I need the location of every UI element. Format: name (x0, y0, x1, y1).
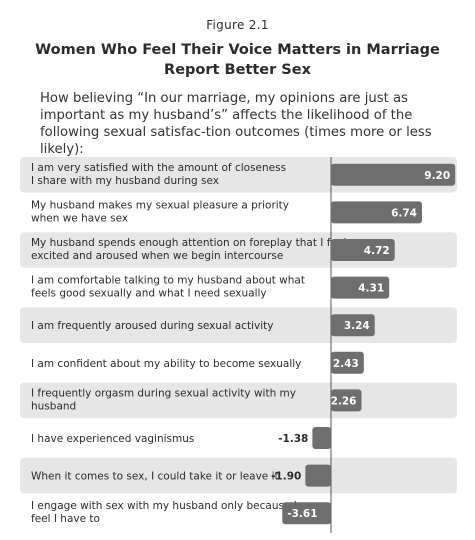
chart-title-line-2: Report Better Sex (164, 62, 311, 78)
bar (312, 427, 331, 449)
category-label: My husband makes my sexual pleasure a pr… (31, 199, 289, 224)
value-label: 6.74 (391, 207, 417, 219)
bar (331, 351, 364, 374)
bar (331, 389, 362, 412)
value-label: 3.24 (344, 320, 370, 332)
value-label: -1.90 (271, 471, 301, 483)
category-label: I am comfortable talking to my husband a… (31, 275, 305, 300)
category-label: When it comes to sex, I could take it or… (31, 471, 279, 483)
value-label: 4.31 (358, 283, 384, 295)
value-label: 9.20 (424, 170, 450, 182)
category-label: I have experienced vaginismus (31, 433, 194, 445)
figure-label: Figure 2.1 (206, 18, 269, 32)
category-label: I engage with sex with my husband only b… (31, 500, 297, 525)
bar (331, 163, 456, 186)
row-band (20, 457, 457, 494)
bar (331, 314, 375, 337)
value-label: -3.61 (287, 508, 317, 520)
bar (331, 239, 395, 261)
chart-title: Women Who Feel Their Voice Matters in Ma… (20, 40, 455, 80)
category-label: I am frequently aroused during sexual ac… (31, 320, 273, 332)
value-label: 2.43 (333, 358, 359, 370)
category-label: I am very satisfied with the amount of c… (31, 162, 286, 187)
category-label: I frequently orgasm during sexual activi… (31, 387, 296, 412)
chart-subtitle: How believing “In our marriage, my opini… (40, 91, 432, 157)
bar (282, 502, 331, 525)
bar (305, 464, 331, 487)
chart-title-line-1: Women Who Feel Their Voice Matters in Ma… (35, 42, 440, 58)
bar (331, 276, 390, 299)
value-label: 2.26 (331, 395, 357, 407)
value-label: 4.72 (364, 245, 390, 257)
category-label: My husband spends enough attention on fo… (31, 237, 346, 262)
bar (331, 201, 422, 224)
value-label: -1.38 (278, 433, 308, 445)
category-label: I am confident about my ability to becom… (31, 358, 301, 370)
